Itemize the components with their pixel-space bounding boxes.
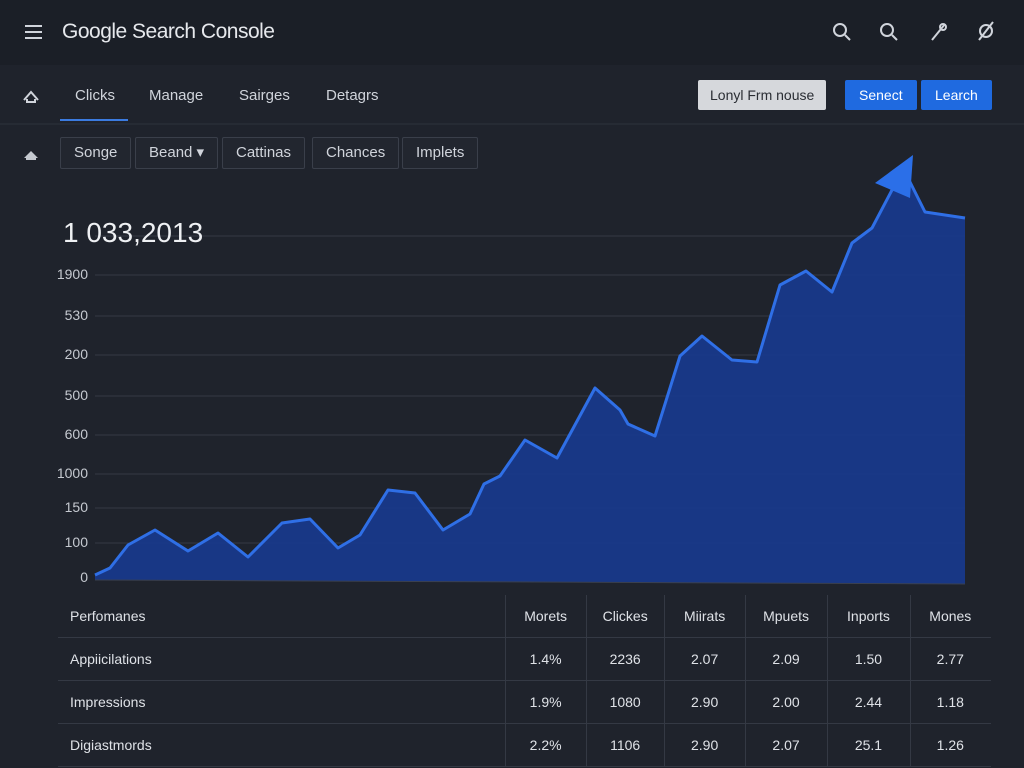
y-axis-label: 0 — [80, 569, 88, 585]
column-header: Mpuets — [744, 595, 828, 638]
column-header: Mones — [909, 595, 991, 638]
cell: 2.90 — [664, 723, 746, 767]
table-row: Impressions 1.9% 1080 2.90 2.00 2.44 1.18 — [58, 680, 991, 724]
cell: 2.07 — [664, 637, 746, 681]
table-row: Appiicilations 1.4% 2236 2.07 2.09 1.50 2.77 — [58, 637, 991, 681]
filter-chip[interactable]: Chances — [312, 137, 400, 169]
y-axis-label: 1900 — [56, 266, 88, 282]
y-axis-label: 100 — [64, 534, 88, 550]
y-axis-label: 600 — [64, 426, 88, 442]
column-header: Morets — [505, 595, 587, 638]
column-header: Inports — [827, 595, 911, 638]
cell: 2236 — [585, 637, 665, 681]
tab[interactable]: Detagrs — [326, 87, 379, 104]
tab[interactable]: Sairges — [239, 87, 290, 104]
cell: 2.00 — [744, 680, 828, 724]
cell: 1.9% — [505, 680, 587, 724]
table-row: Digiastmords 2.2% 1106 2.90 2.07 25.1 1.26 — [58, 723, 991, 767]
filter-chip[interactable]: Songe — [60, 137, 132, 169]
cell: 1.18 — [909, 680, 991, 724]
y-axis-label: 150 — [64, 499, 88, 515]
cell: Digiastmords — [58, 723, 506, 767]
column-header: Miirats — [664, 595, 746, 638]
filter-chip[interactable]: Implets — [402, 137, 479, 169]
cell: 2.2% — [505, 723, 587, 767]
column-header: Clickes — [585, 595, 665, 638]
app-title: Google Search Console — [62, 20, 275, 43]
search-input[interactable]: Lonyl Frm nouse — [698, 80, 827, 110]
column-header: Perfomanes — [58, 595, 506, 638]
cell: 1.50 — [827, 637, 911, 681]
cell: 2.09 — [744, 637, 828, 681]
header-bar — [0, 0, 1024, 65]
cell: 2.07 — [744, 723, 828, 767]
tab[interactable]: Clicks — [75, 87, 115, 104]
filter-chip[interactable]: Cattinas — [222, 137, 306, 169]
button[interactable]: Learch — [921, 80, 992, 110]
y-axis-label: 530 — [64, 307, 88, 323]
cell: 1.4% — [505, 637, 587, 681]
filter-chip[interactable]: Beand ▾ — [135, 137, 219, 169]
cell: Impressions — [58, 680, 506, 724]
cell: 2.77 — [909, 637, 991, 681]
cell: 1.26 — [909, 723, 991, 767]
cell: 2.44 — [827, 680, 911, 724]
y-axis-label: 500 — [64, 387, 88, 403]
button[interactable]: Senect — [845, 80, 917, 110]
tab[interactable]: Manage — [149, 87, 204, 104]
cell: 1080 — [585, 680, 665, 724]
cell: 25.1 — [827, 723, 911, 767]
cell: 2.90 — [664, 680, 746, 724]
table-header: Perfomanes Morets Clickes Miirats Mpuets Inpo… — [58, 595, 991, 638]
cell: Appiicilations — [58, 637, 506, 681]
cell: 1106 — [585, 723, 665, 767]
y-axis-label: 200 — [64, 346, 88, 362]
table: Perfomanes Morets Clickes Miirats Mpuets Inpo… — [58, 595, 991, 767]
headline-value: 1 033,2013 — [63, 217, 204, 248]
y-axis-label: 1000 — [56, 465, 88, 481]
